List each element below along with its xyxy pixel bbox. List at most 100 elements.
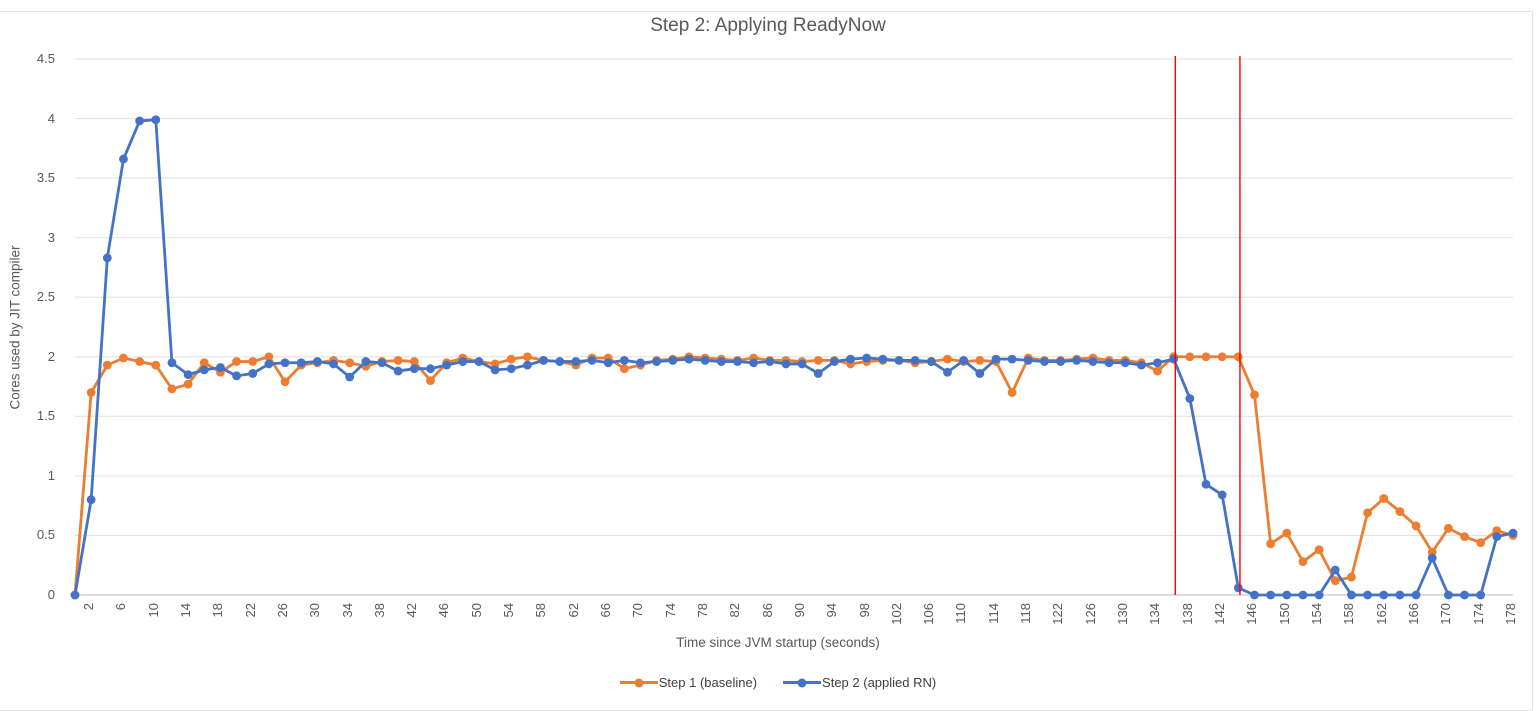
x-tick-label: 118	[1018, 603, 1034, 624]
data-point-marker	[910, 355, 920, 365]
x-tick-label: 38	[371, 603, 387, 618]
data-point-marker	[183, 370, 193, 380]
data-point-marker	[280, 377, 290, 387]
y-tick-label: 3.5	[36, 170, 55, 186]
data-point-marker	[1460, 590, 1469, 600]
data-point-marker	[1395, 507, 1405, 517]
data-point-marker	[943, 367, 952, 377]
data-point-marker	[991, 354, 1001, 364]
data-point-marker	[1201, 479, 1211, 489]
data-point-marker	[926, 357, 936, 366]
x-tick-label: 54	[501, 603, 517, 618]
x-tick-label: 62	[565, 603, 581, 618]
data-point-marker	[878, 354, 888, 364]
data-point-marker	[943, 354, 952, 364]
data-point-marker	[523, 360, 532, 370]
data-point-marker	[167, 358, 177, 368]
data-point-marker	[1347, 572, 1356, 582]
data-point-marker	[862, 353, 872, 363]
y-tick-label: 1	[47, 467, 55, 483]
data-point-marker	[135, 357, 145, 366]
data-point-marker	[312, 357, 322, 366]
data-point-marker	[70, 590, 80, 600]
data-point-marker	[1298, 557, 1308, 567]
data-point-marker	[361, 357, 371, 366]
x-tick-label: 34	[339, 603, 355, 618]
data-point-marker	[781, 359, 791, 369]
x-tick-label: 46	[436, 603, 452, 618]
step1-line-marker-icon	[619, 681, 658, 684]
x-tick-label: 142	[1212, 603, 1227, 625]
data-point-marker	[474, 357, 484, 366]
x-tick-label: 154	[1308, 603, 1324, 625]
y-tick-label: 2.5	[36, 289, 55, 305]
data-point-marker	[571, 357, 581, 366]
data-point-marker	[523, 352, 532, 362]
data-point-marker	[1088, 357, 1098, 366]
x-tick-label: 14	[177, 603, 193, 618]
data-point-marker	[1411, 590, 1421, 600]
data-point-marker	[86, 495, 96, 505]
x-tick-label: 158	[1341, 603, 1357, 625]
data-point-marker	[280, 358, 290, 368]
data-point-marker	[1007, 354, 1017, 364]
data-point-marker	[1250, 390, 1259, 400]
x-tick-label: 2	[81, 603, 96, 611]
x-tick-label: 26	[274, 603, 290, 618]
data-point-marker	[490, 365, 500, 375]
data-point-marker	[506, 364, 516, 374]
data-point-marker	[199, 365, 209, 375]
x-tick-label: 166	[1405, 603, 1421, 625]
data-point-marker	[1330, 565, 1340, 575]
data-point-marker	[167, 384, 177, 394]
x-tick-label: 70	[630, 603, 646, 618]
data-point-marker	[264, 359, 274, 369]
data-point-marker	[700, 355, 710, 365]
data-point-marker	[183, 379, 193, 389]
x-tick-label: 102	[888, 603, 904, 625]
x-tick-label: 86	[759, 603, 775, 618]
data-point-marker	[765, 357, 775, 366]
legend-label-step1: Step 1 (baseline)	[658, 675, 758, 690]
x-tick-label: 114	[985, 603, 1001, 624]
x-tick-label: 146	[1244, 603, 1260, 625]
data-point-marker	[458, 357, 468, 366]
data-point-marker	[1411, 521, 1421, 531]
data-point-marker	[442, 360, 452, 370]
data-point-marker	[1056, 357, 1065, 366]
data-point-marker	[668, 355, 678, 365]
data-point-marker	[248, 357, 258, 366]
x-tick-label: 78	[694, 603, 710, 618]
data-point-marker	[151, 115, 161, 125]
data-point-marker	[1169, 354, 1179, 364]
data-point-marker	[684, 354, 694, 364]
y-tick-label: 4	[47, 110, 55, 126]
data-point-marker	[619, 364, 629, 374]
legend-item-step2-applied-rn: Step 2 (applied RN)	[783, 675, 936, 690]
data-point-marker	[102, 253, 112, 263]
data-point-marker	[426, 376, 435, 385]
x-tick-label: 58	[533, 603, 549, 618]
data-point-marker	[539, 355, 548, 365]
data-point-marker	[1492, 532, 1502, 542]
x-tick-label: 50	[468, 603, 484, 618]
data-point-marker	[1153, 366, 1162, 376]
data-point-marker	[1363, 590, 1372, 600]
data-point-marker	[813, 369, 823, 378]
data-point-marker	[733, 357, 742, 366]
x-tick-label: 10	[145, 603, 161, 618]
x-tick-label: 162	[1373, 603, 1389, 625]
data-point-marker	[587, 355, 597, 365]
data-point-marker	[1023, 355, 1033, 365]
y-tick-label: 0	[47, 587, 55, 602]
data-point-marker	[1508, 528, 1518, 538]
x-tick-label: 82	[727, 603, 743, 618]
data-point-marker	[652, 357, 662, 366]
data-point-marker	[1040, 357, 1049, 366]
x-tick-label: 134	[1147, 603, 1163, 625]
data-point-marker	[1427, 553, 1437, 563]
x-axis-title: Time since JVM startup (seconds)	[676, 635, 880, 650]
data-point-marker	[119, 353, 128, 363]
data-point-marker	[975, 369, 985, 378]
data-point-marker	[894, 355, 904, 365]
